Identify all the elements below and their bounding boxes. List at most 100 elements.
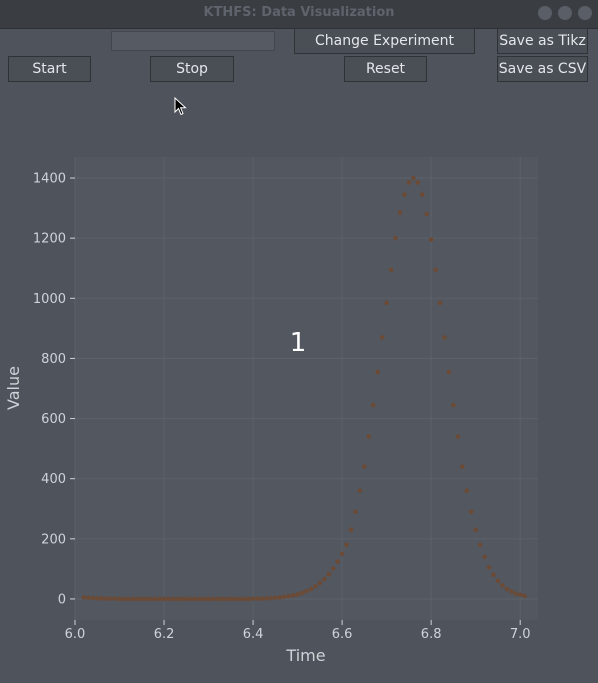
data-point	[455, 434, 461, 439]
y-tick-label: 200	[41, 532, 66, 547]
data-point	[139, 596, 145, 602]
data-point	[393, 235, 398, 241]
data-point	[264, 596, 269, 601]
x-tick-label: 6.8	[421, 627, 442, 642]
data-point	[437, 300, 443, 306]
data-point	[281, 594, 287, 600]
data-point	[477, 542, 483, 548]
data-point	[99, 596, 105, 601]
data-point	[86, 595, 91, 601]
data-point	[215, 596, 220, 602]
axis-ticks: 0 200 400 600 800 1000 1200 1400 6.0 6.2 6.4 6.6 6.8…	[33, 172, 531, 642]
data-point	[228, 596, 234, 602]
data-point	[157, 596, 162, 602]
data-point	[322, 576, 327, 582]
data-point	[121, 596, 127, 602]
data-point	[375, 369, 381, 375]
data-point	[255, 596, 260, 601]
data-point	[94, 596, 100, 601]
data-point	[419, 192, 425, 197]
x-tick-label: 6.6	[332, 627, 353, 642]
data-points	[81, 175, 527, 602]
minimize-icon[interactable]	[538, 6, 552, 20]
data-point	[513, 591, 519, 596]
data-point	[268, 595, 274, 601]
data-point	[126, 596, 131, 602]
x-axis-label: Time	[285, 646, 325, 665]
data-point	[313, 584, 318, 589]
y-axis-label: Value	[4, 366, 23, 410]
data-point	[108, 596, 113, 601]
data-point	[161, 596, 167, 602]
y-tick-label: 1000	[33, 292, 66, 307]
data-point	[317, 580, 323, 586]
data-point	[206, 596, 211, 602]
y-tick-label: 400	[41, 472, 66, 487]
grid-lines	[74, 157, 538, 620]
y-tick-label: 1200	[33, 232, 66, 247]
data-point	[473, 527, 478, 533]
data-point	[504, 586, 510, 592]
data-point	[135, 596, 140, 602]
data-point	[299, 590, 305, 596]
start-button[interactable]: Start	[8, 56, 91, 82]
data-point	[326, 572, 332, 577]
data-point	[219, 596, 225, 602]
data-point	[130, 596, 136, 602]
data-point	[90, 595, 96, 601]
save-csv-button[interactable]: Save as CSV	[497, 56, 588, 82]
mouse-pointer-icon	[174, 97, 187, 116]
data-point	[486, 565, 492, 570]
data-point	[397, 210, 403, 215]
data-point	[500, 583, 505, 588]
data-point	[250, 596, 256, 601]
data-point	[442, 335, 447, 340]
data-point	[246, 596, 251, 602]
data-point	[433, 267, 438, 273]
data-point	[384, 300, 389, 306]
data-point	[370, 402, 376, 408]
data-point	[273, 595, 278, 601]
data-point	[232, 596, 238, 602]
data-point	[286, 593, 291, 599]
x-tick-label: 6.4	[243, 627, 264, 642]
data-point	[117, 596, 122, 602]
maximize-icon[interactable]	[558, 6, 572, 20]
data-point	[344, 542, 349, 548]
close-icon[interactable]	[578, 6, 592, 20]
window-title: KTHFS: Data Visualization	[203, 5, 395, 20]
data-point	[362, 464, 367, 469]
data-point	[201, 596, 207, 602]
save-tikz-button[interactable]: Save as Tikz	[497, 28, 588, 54]
data-point	[183, 596, 189, 602]
data-point	[508, 589, 514, 594]
data-point	[424, 211, 430, 217]
data-point	[402, 192, 407, 197]
data-point	[210, 596, 216, 602]
x-tick-label: 6.0	[65, 627, 86, 642]
data-point	[411, 175, 416, 181]
data-point	[522, 593, 527, 599]
data-point	[143, 596, 149, 602]
y-tick-label: 600	[41, 412, 66, 427]
data-point	[335, 559, 340, 564]
data-point	[353, 509, 358, 515]
y-tick-label: 800	[41, 352, 66, 367]
stop-button[interactable]: Stop	[150, 56, 234, 82]
experiment-name-input[interactable]	[111, 31, 275, 51]
data-point	[175, 596, 180, 602]
data-point	[304, 588, 309, 594]
data-point	[366, 434, 372, 439]
data-point	[348, 527, 354, 533]
data-point	[295, 592, 300, 597]
y-tick-label: 0	[58, 592, 66, 607]
data-point	[388, 267, 394, 273]
reset-button[interactable]: Reset	[344, 56, 427, 82]
data-point	[241, 596, 247, 602]
data-point	[259, 596, 265, 601]
series-overlay-label: 1	[290, 328, 307, 358]
data-point	[428, 237, 434, 242]
data-point	[491, 572, 496, 578]
data-point	[188, 596, 194, 602]
